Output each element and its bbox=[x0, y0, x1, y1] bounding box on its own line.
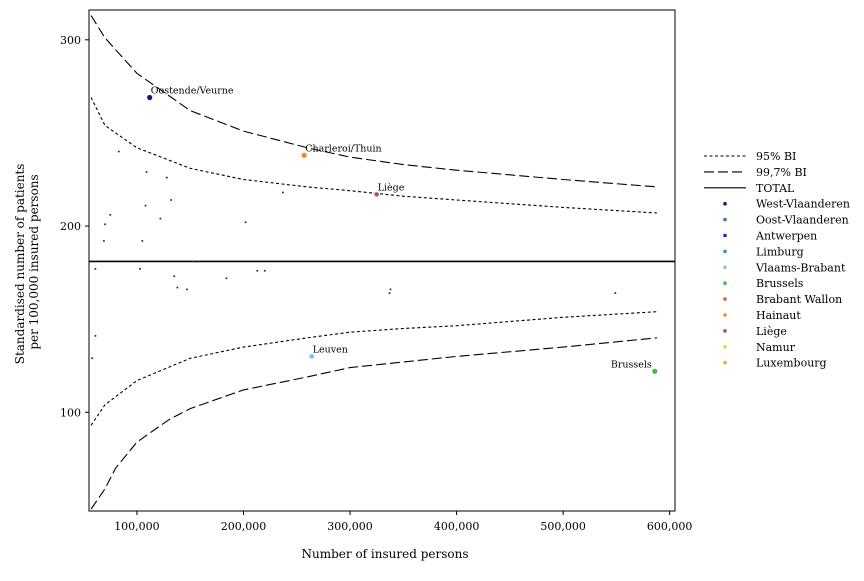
legend-label: Hainaut bbox=[756, 309, 801, 322]
data-point bbox=[139, 267, 142, 270]
data-point bbox=[614, 292, 617, 295]
legend-label: Vlaams-Brabant bbox=[755, 261, 846, 274]
point-li-ge bbox=[374, 192, 379, 197]
point-leuven bbox=[309, 354, 315, 359]
point-brussels bbox=[652, 368, 658, 374]
legend-label: Brabant Wallon bbox=[756, 293, 842, 306]
plot-frame bbox=[88, 9, 676, 512]
ci95-upper-line bbox=[90, 97, 657, 214]
x-tick-label: 100,000 bbox=[114, 520, 160, 533]
point-label: Brussels bbox=[611, 359, 652, 370]
x-tick-label: 300,000 bbox=[327, 520, 373, 533]
data-point bbox=[173, 275, 176, 278]
legend-swatch-dot bbox=[723, 281, 727, 286]
axis-layer: 100,000 200,000 300,000 400,000 500,000 600,0… bbox=[60, 34, 692, 533]
x-tick-label: 600,000 bbox=[647, 520, 693, 533]
legend-swatch-dot bbox=[723, 313, 727, 317]
legend-swatch-dot bbox=[723, 345, 727, 349]
legend: 95% BI 99,7% BI TOTAL West-Vlaanderen Oost-V… bbox=[704, 150, 850, 370]
point-label: Leuven bbox=[313, 344, 348, 355]
data-point bbox=[165, 176, 168, 179]
x-tick-label: 500,000 bbox=[540, 520, 586, 533]
y-axis-title-line-2: per 100,000 insured persons bbox=[27, 174, 41, 349]
y-tick-label: 200 bbox=[60, 220, 81, 233]
data-point bbox=[256, 269, 259, 272]
legend-swatch-dot bbox=[723, 249, 727, 254]
data-point bbox=[170, 199, 172, 201]
data-point bbox=[244, 221, 247, 224]
data-point bbox=[117, 150, 120, 153]
legend-swatch-dot bbox=[723, 233, 727, 238]
legend-label: 95% BI bbox=[756, 150, 796, 163]
x-tick-label: 400,000 bbox=[434, 520, 480, 533]
ci95-lower-line bbox=[90, 311, 657, 426]
data-point bbox=[91, 357, 94, 360]
data-point bbox=[94, 267, 97, 270]
legend-label: Limburg bbox=[756, 245, 804, 258]
plot-layer: Oostende/Veurne Charleroi/Thuin Liège Leuve… bbox=[89, 15, 675, 510]
data-point bbox=[94, 334, 97, 337]
legend-swatch-dot bbox=[723, 201, 727, 206]
ci997-lower-line bbox=[90, 337, 657, 510]
ci997-upper-line bbox=[90, 15, 657, 188]
point-label: Oostende/Veurne bbox=[151, 86, 234, 97]
legend-label: Brussels bbox=[756, 277, 804, 290]
legend-swatch-dot bbox=[723, 329, 727, 333]
legend-label: Luxembourg bbox=[756, 357, 827, 370]
legend-swatch-dot bbox=[723, 217, 727, 222]
data-point bbox=[186, 288, 188, 291]
data-point bbox=[281, 191, 284, 194]
data-point bbox=[225, 277, 228, 280]
point-oostende-veurne bbox=[147, 94, 153, 101]
data-point bbox=[102, 239, 105, 242]
legend-label: 99,7% BI bbox=[756, 166, 807, 179]
point-label: Liège bbox=[378, 182, 405, 193]
data-point bbox=[159, 217, 162, 220]
legend-swatch-dot bbox=[723, 297, 727, 301]
data-point bbox=[388, 292, 391, 295]
legend-swatch-dot bbox=[723, 360, 727, 365]
data-point bbox=[109, 213, 112, 216]
legend-swatch-dot bbox=[723, 265, 727, 270]
data-point bbox=[145, 171, 148, 173]
data-point bbox=[192, 260, 195, 263]
x-axis-title: Number of insured persons bbox=[302, 547, 469, 561]
legend-label: Antwerpen bbox=[755, 230, 817, 243]
legend-label: TOTAL bbox=[756, 182, 795, 195]
y-tick-label: 300 bbox=[60, 34, 81, 47]
data-point bbox=[141, 239, 144, 242]
x-tick-label: 200,000 bbox=[221, 520, 267, 533]
legend-label: Liège bbox=[756, 325, 787, 338]
data-point bbox=[389, 288, 392, 291]
legend-label: Namur bbox=[756, 341, 796, 354]
legend-label: West-Vlaanderen bbox=[756, 198, 850, 211]
legend-label: Oost-Vlaanderen bbox=[756, 214, 849, 227]
y-tick-label: 100 bbox=[60, 406, 81, 419]
y-axis-title: Standardised number of patients per 100,… bbox=[13, 160, 41, 365]
data-point bbox=[104, 223, 106, 226]
point-label: Charleroi/Thuin bbox=[305, 143, 381, 154]
point-charleroi-thuin bbox=[301, 152, 307, 158]
data-point bbox=[176, 286, 179, 289]
data-point bbox=[263, 269, 266, 272]
data-point bbox=[144, 204, 147, 207]
y-axis-title-line-1: Standardised number of patients bbox=[13, 164, 27, 365]
